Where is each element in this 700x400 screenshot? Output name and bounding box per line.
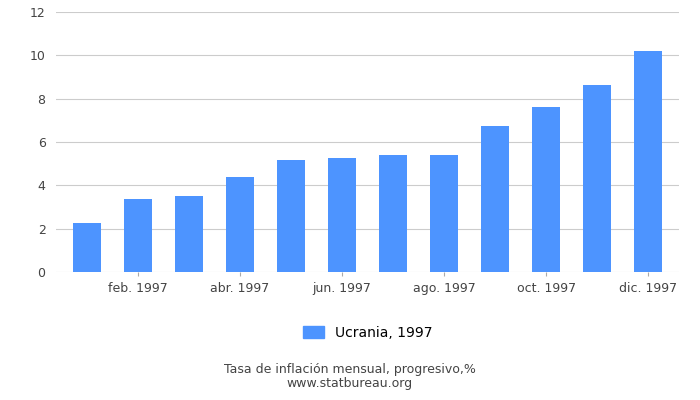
Bar <box>583 85 611 272</box>
Bar <box>124 199 152 272</box>
Bar <box>430 156 458 272</box>
Bar <box>481 126 509 272</box>
Text: www.statbureau.org: www.statbureau.org <box>287 377 413 390</box>
Bar <box>175 196 203 272</box>
Text: Tasa de inflación mensual, progresivo,%: Tasa de inflación mensual, progresivo,% <box>224 364 476 376</box>
Bar <box>532 107 560 272</box>
Bar <box>226 177 254 272</box>
Bar <box>328 158 356 272</box>
Legend: Ucrania, 1997: Ucrania, 1997 <box>303 326 432 340</box>
Bar <box>379 156 407 272</box>
Bar <box>634 52 662 272</box>
Bar <box>277 160 305 272</box>
Bar <box>73 223 101 272</box>
